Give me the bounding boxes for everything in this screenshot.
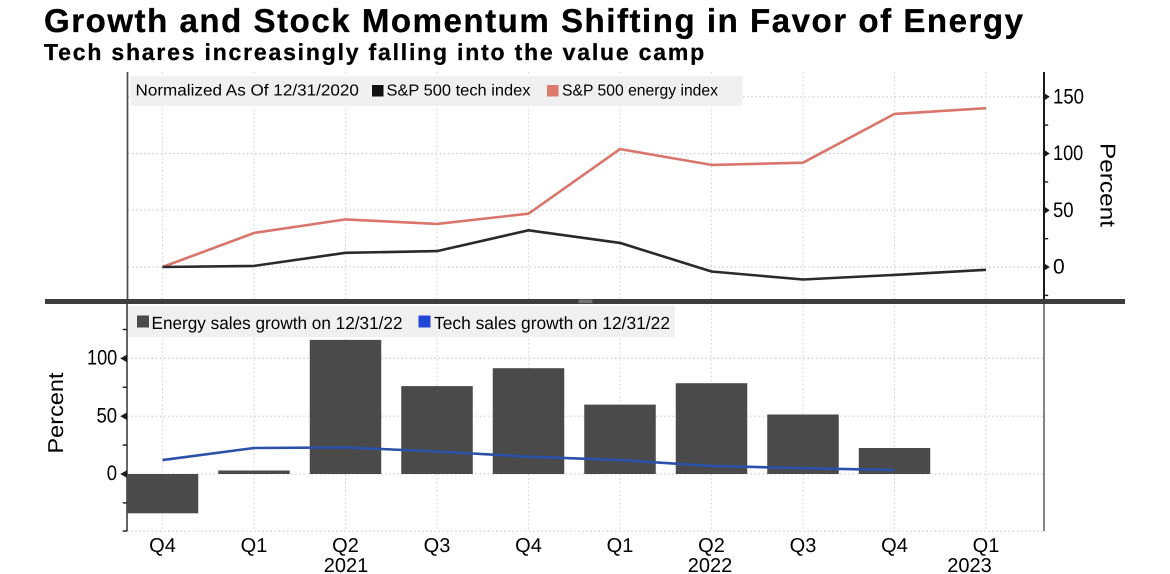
svg-text:Tech shares increasingly falli: Tech shares increasingly falling into th… (44, 39, 706, 65)
svg-text:Q4: Q4 (149, 535, 176, 557)
svg-text:50: 50 (97, 404, 118, 427)
svg-text:150: 150 (1053, 86, 1084, 109)
svg-text:2022: 2022 (688, 555, 733, 574)
svg-text:Percent: Percent (44, 372, 68, 453)
svg-text:Q2: Q2 (698, 535, 725, 557)
svg-text:0: 0 (107, 462, 117, 485)
svg-text:100: 100 (1053, 142, 1083, 165)
svg-text:Normalized As Of 12/31/2020: Normalized As Of 12/31/2020 (136, 83, 360, 100)
svg-text:Tech sales growth on 12/31/22: Tech sales growth on 12/31/22 (434, 313, 670, 333)
svg-text:Q3: Q3 (424, 535, 451, 557)
svg-text:Q2: Q2 (332, 535, 359, 557)
svg-text:50: 50 (1053, 199, 1074, 222)
svg-text:Growth and Stock Momentum Shif: Growth and Stock Momentum Shifting in Fa… (44, 2, 1025, 39)
svg-text:Energy sales growth on 12/31/2: Energy sales growth on 12/31/22 (152, 313, 403, 333)
svg-text:0: 0 (1053, 256, 1065, 279)
svg-text:100: 100 (87, 347, 117, 370)
svg-text:Percent: Percent (1096, 143, 1120, 227)
svg-text:Q1: Q1 (607, 535, 634, 557)
svg-text:2021: 2021 (324, 555, 369, 574)
svg-text:Q4: Q4 (881, 535, 908, 557)
svg-text:2023: 2023 (947, 555, 992, 574)
svg-text:S&P 500 energy index: S&P 500 energy index (562, 83, 718, 100)
svg-text:Q1: Q1 (973, 535, 1000, 557)
svg-text:Q4: Q4 (515, 535, 542, 557)
svg-text:S&P 500 tech index: S&P 500 tech index (387, 83, 531, 100)
svg-text:Q1: Q1 (241, 535, 268, 557)
svg-text:Q3: Q3 (790, 535, 817, 557)
